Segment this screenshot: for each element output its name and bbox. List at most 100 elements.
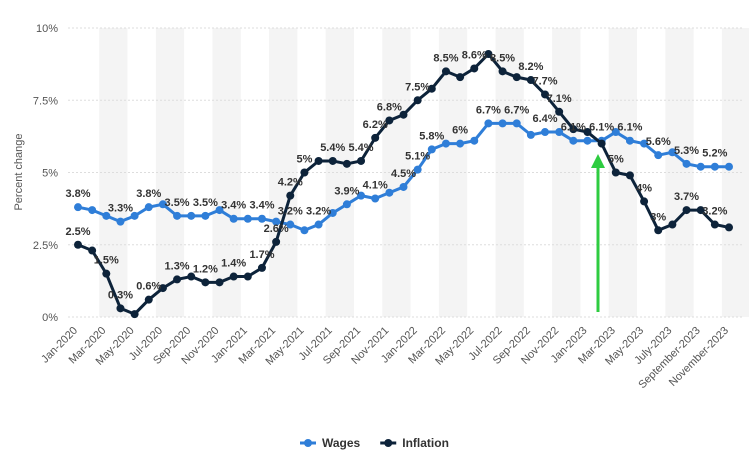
data-label: 1.4% xyxy=(221,258,246,270)
marker xyxy=(201,278,210,287)
marker xyxy=(187,272,196,281)
marker xyxy=(102,269,111,278)
marker xyxy=(725,162,733,171)
marker xyxy=(314,156,323,165)
data-label: 6.7% xyxy=(504,104,529,116)
y-tick-label: 7.5% xyxy=(33,95,58,107)
marker xyxy=(413,96,422,105)
marker xyxy=(328,208,337,217)
data-label: 5.1% xyxy=(405,151,430,163)
data-label: 5.4% xyxy=(320,142,345,154)
marker xyxy=(654,151,663,160)
marker xyxy=(611,128,620,137)
data-label: 6.8% xyxy=(377,101,402,113)
marker xyxy=(668,148,677,157)
marker xyxy=(102,211,111,220)
marker xyxy=(484,119,493,128)
marker xyxy=(300,226,309,235)
marker xyxy=(498,67,507,76)
data-label: 6.1% xyxy=(561,122,586,134)
legend-label: Wages xyxy=(322,436,361,450)
data-label: 6.7% xyxy=(476,104,501,116)
marker xyxy=(526,130,535,139)
arrow-head xyxy=(591,154,605,168)
marker xyxy=(88,246,97,255)
data-label: 5% xyxy=(608,154,624,166)
data-label: 2.6% xyxy=(264,223,289,235)
marker xyxy=(229,214,238,223)
marker xyxy=(512,73,521,82)
data-label: 5.2% xyxy=(702,148,727,160)
data-label: 3.2% xyxy=(702,206,727,218)
marker xyxy=(456,139,465,148)
data-label: 3.2% xyxy=(306,206,331,218)
marker xyxy=(173,211,182,220)
marker xyxy=(512,119,521,128)
marker xyxy=(427,84,436,93)
marker xyxy=(640,139,649,148)
data-label: 4.5% xyxy=(391,168,416,180)
marker xyxy=(668,220,677,229)
marker xyxy=(484,50,493,59)
data-label: 7.1% xyxy=(547,93,572,105)
marker xyxy=(116,217,125,226)
data-label: 7.7% xyxy=(532,75,557,87)
marker xyxy=(158,284,167,293)
data-label: 0.3% xyxy=(108,289,133,301)
marker xyxy=(272,217,281,226)
marker xyxy=(201,211,210,220)
marker xyxy=(654,226,663,235)
marker xyxy=(187,211,196,220)
marker xyxy=(229,272,238,281)
marker xyxy=(427,145,436,154)
marker xyxy=(526,76,535,85)
marker xyxy=(696,206,705,215)
data-label: 0.6% xyxy=(136,281,161,293)
y-tick-label: 5% xyxy=(42,168,58,180)
data-label: 4.2% xyxy=(278,177,303,189)
marker xyxy=(144,295,153,304)
marker xyxy=(342,200,351,209)
data-label: 3.5% xyxy=(193,197,218,209)
marker xyxy=(88,206,97,215)
marker xyxy=(456,73,465,82)
marker xyxy=(555,128,564,137)
data-label: 1.7% xyxy=(249,249,274,261)
marker xyxy=(257,214,266,223)
data-label: 3.7% xyxy=(674,191,699,203)
y-axis-label: Percent change xyxy=(13,133,25,210)
marker xyxy=(555,107,564,116)
marker xyxy=(130,310,139,319)
marker xyxy=(569,125,578,134)
marker xyxy=(272,237,281,246)
marker xyxy=(357,156,366,165)
marker xyxy=(328,156,337,165)
marker xyxy=(257,263,266,272)
marker xyxy=(357,191,366,200)
marker xyxy=(441,67,450,76)
marker xyxy=(640,197,649,206)
data-label: 4% xyxy=(636,182,652,194)
data-label: 1.3% xyxy=(165,260,190,272)
marker xyxy=(116,304,125,313)
marker xyxy=(74,203,82,212)
data-label: 5.3% xyxy=(674,145,699,157)
marker xyxy=(385,188,394,197)
marker xyxy=(215,206,224,215)
data-label: 6.1% xyxy=(589,122,614,134)
marker xyxy=(470,136,479,145)
data-label: 4.1% xyxy=(363,180,388,192)
data-label: 8.5% xyxy=(490,52,515,64)
data-label: 8.6% xyxy=(462,49,487,61)
marker xyxy=(498,119,507,128)
marker xyxy=(173,275,182,284)
marker xyxy=(597,139,606,148)
data-label: 5.4% xyxy=(349,142,374,154)
legend-label: Inflation xyxy=(402,436,449,450)
marker xyxy=(625,171,634,180)
y-tick-label: 10% xyxy=(36,23,58,35)
marker xyxy=(583,136,592,145)
data-label: 8.5% xyxy=(433,52,458,64)
data-label: 1.5% xyxy=(94,255,119,267)
